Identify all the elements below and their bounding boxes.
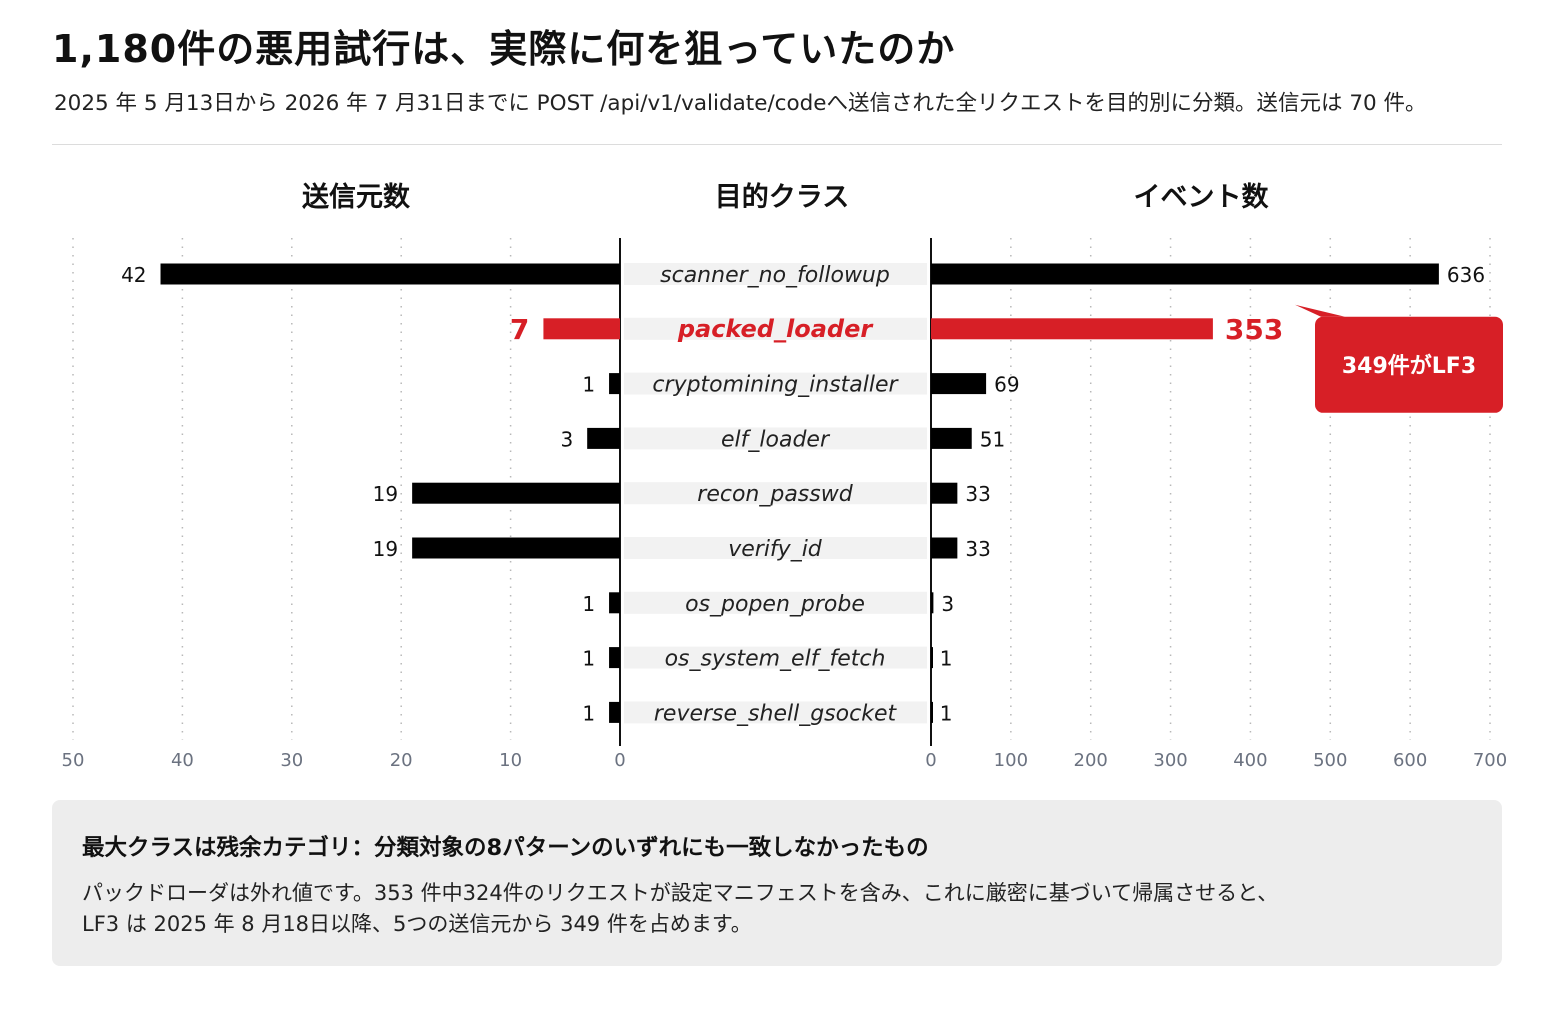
bar-sources	[609, 373, 620, 395]
category-label: elf_loader	[721, 427, 831, 452]
tick-label-right: 300	[1153, 750, 1187, 771]
tick-label-right: 0	[925, 750, 936, 771]
category-label: os_popen_probe	[685, 592, 865, 617]
category-band	[624, 646, 927, 669]
bar-sources	[412, 482, 620, 504]
bar-events	[931, 482, 958, 504]
data-label-sources: 1	[582, 701, 595, 725]
category-label: recon_passwd	[697, 482, 853, 507]
tick-label-right: 200	[1074, 750, 1108, 771]
data-label-events: 69	[994, 373, 1019, 397]
category-label: os_system_elf_fetch	[665, 647, 886, 672]
data-label-sources: 3	[560, 427, 573, 451]
category-band	[624, 537, 927, 559]
bar-sources	[609, 592, 620, 614]
tick-label-left: 10	[499, 750, 522, 771]
category-band	[624, 591, 927, 614]
category-band	[624, 427, 927, 450]
data-label-sources: 1	[582, 592, 595, 616]
data-label-events: 1	[940, 701, 953, 725]
tick-label-right: 100	[994, 750, 1028, 771]
data-label-sources: 19	[373, 482, 398, 506]
page-subtitle: 2025 年 5 月13日から 2026 年 7 月31日までに POST /a…	[54, 91, 1427, 116]
tick-label-right: 700	[1473, 750, 1507, 771]
tick-label-left: 40	[171, 750, 194, 771]
tick-label-right: 500	[1313, 750, 1347, 771]
category-label: reverse_shell_gsocket	[654, 701, 898, 726]
bar-sources	[543, 318, 620, 340]
bar-sources	[587, 427, 620, 449]
bar-events	[931, 373, 987, 395]
tick-label-right: 400	[1233, 750, 1267, 771]
data-label-events: 3	[941, 592, 954, 616]
column-header-center: 目的クラス	[715, 181, 849, 213]
bar-events	[931, 537, 958, 559]
bar-events	[931, 427, 972, 449]
note-body-line: LF3 は 2025 年 8 月18日以降、5つの送信元から 349 件を占めま…	[82, 912, 752, 936]
data-label-events: 51	[980, 427, 1005, 451]
bar-events	[931, 263, 1439, 285]
column-header-left: 送信元数	[302, 182, 411, 213]
bar-events	[931, 701, 933, 723]
summary-note: 最大クラスは残余カテゴリ：分類対象の8パターンのいずれにも一致しなかったもの パ…	[52, 800, 1502, 966]
category-band	[624, 482, 927, 505]
bar-sources	[160, 263, 620, 285]
data-label-sources: 1	[582, 647, 595, 671]
callout-box	[1315, 316, 1503, 413]
tick-label-left: 50	[62, 750, 85, 771]
bar-events	[931, 647, 933, 669]
category-label: cryptomining_installer	[652, 373, 899, 398]
divider	[52, 144, 1502, 145]
page-title: 1,180件の悪用試行は、実際に何を狙っていたのか	[52, 27, 956, 71]
callout-pointer	[1295, 304, 1345, 317]
data-label-events: 353	[1225, 313, 1283, 346]
butterfly-chart: 送信元数 目的クラス イベント数 42 636 scanner_no_followup 7 3…	[62, 181, 1508, 771]
bar-sources	[412, 537, 620, 559]
category-band	[624, 263, 927, 285]
data-label-events: 636	[1447, 263, 1485, 287]
tick-label-left: 30	[280, 750, 303, 771]
category-band	[624, 701, 927, 724]
category-label: verify_id	[728, 537, 823, 562]
note-body: パックドローダは外れ値です。353 件中324件のリクエストが設定マニフェストを…	[82, 878, 1442, 940]
data-label-events: 1	[940, 647, 953, 671]
bar-events	[931, 592, 934, 614]
category-label: scanner_no_followup	[660, 263, 890, 288]
data-label-events: 33	[965, 537, 990, 561]
note-heading: 最大クラスは残余カテゴリ：分類対象の8パターンのいずれにも一致しなかったもの	[82, 835, 929, 861]
tick-label-left: 0	[614, 750, 625, 771]
data-label-sources: 19	[373, 537, 398, 561]
callout-text: 349件がLF3	[1342, 353, 1476, 379]
bar-events	[931, 318, 1213, 340]
category-band	[624, 317, 927, 340]
bar-sources	[609, 647, 620, 669]
category-label: packed_loader	[677, 315, 875, 343]
tick-label-right: 600	[1393, 750, 1427, 771]
tick-label-left: 20	[390, 750, 413, 771]
bar-sources	[609, 701, 620, 723]
data-label-sources: 1	[582, 373, 595, 397]
data-label-sources: 7	[510, 313, 529, 346]
column-header-right: イベント数	[1134, 182, 1270, 213]
category-band	[624, 372, 927, 395]
note-body-line: パックドローダは外れ値です。353 件中324件のリクエストが設定マニフェストを…	[82, 881, 1279, 905]
data-label-events: 33	[965, 482, 990, 506]
data-label-sources: 42	[121, 263, 146, 287]
